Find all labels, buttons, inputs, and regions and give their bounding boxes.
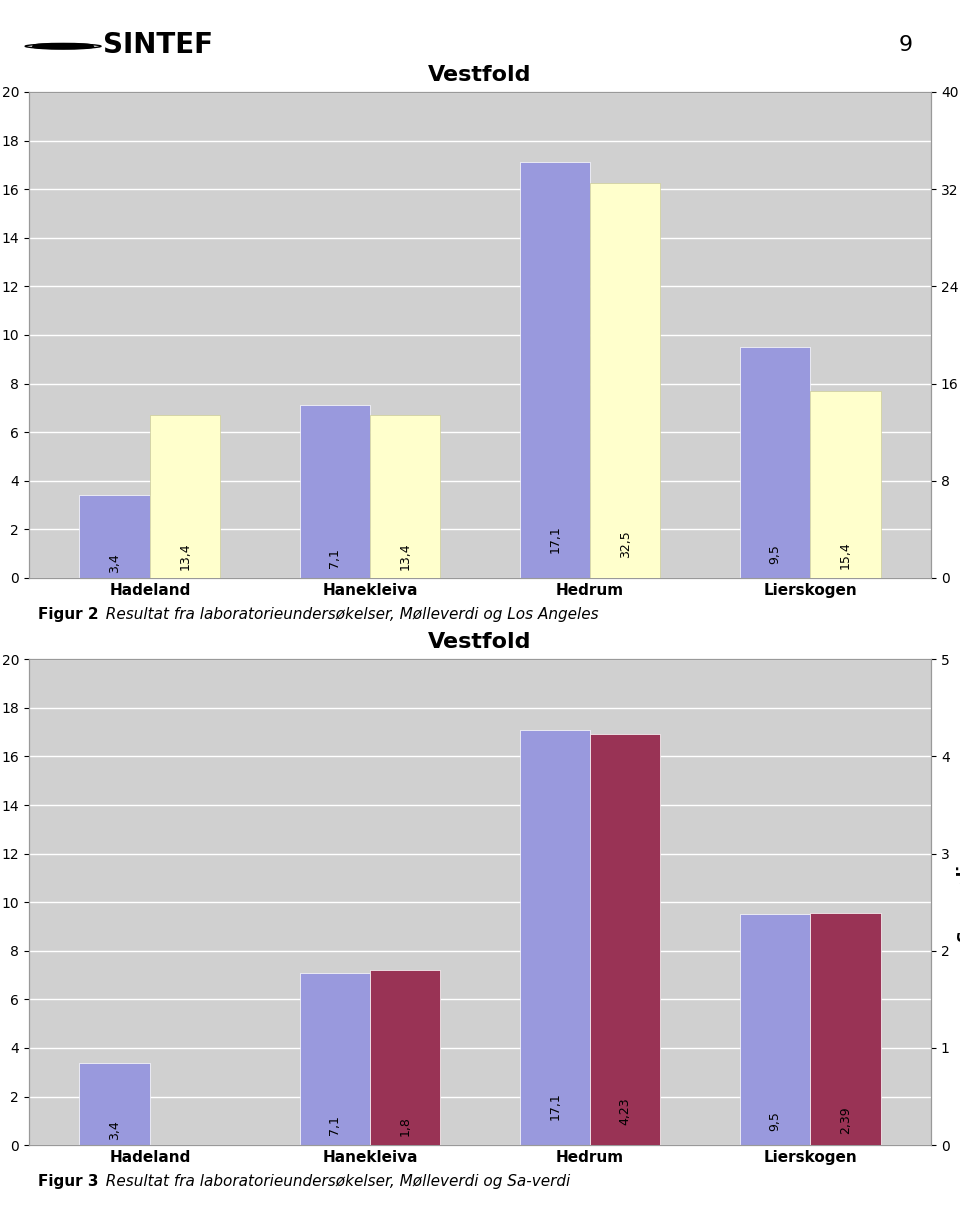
Text: 15,4: 15,4 <box>839 541 852 568</box>
Text: SINTEF: SINTEF <box>103 31 213 59</box>
Text: 3,4: 3,4 <box>108 1120 121 1140</box>
Bar <box>810 913 880 1145</box>
Bar <box>300 405 370 578</box>
Bar <box>590 183 660 578</box>
Text: 7,1: 7,1 <box>328 1115 341 1135</box>
Bar <box>740 914 810 1145</box>
Bar <box>740 347 810 578</box>
Bar <box>810 391 880 578</box>
Text: 17,1: 17,1 <box>548 1092 562 1120</box>
Text: Resultat fra laboratorieundersøkelser, Mølleverdi og Sa-verdi: Resultat fra laboratorieundersøkelser, M… <box>96 1174 571 1189</box>
Text: Resultat fra laboratorieundersøkelser, Mølleverdi og Los Angeles: Resultat fra laboratorieundersøkelser, M… <box>96 607 599 622</box>
Title: Vestfold: Vestfold <box>428 65 532 85</box>
Bar <box>80 1063 150 1145</box>
Text: 7,1: 7,1 <box>328 547 341 568</box>
Bar <box>519 162 590 578</box>
Text: 9,5: 9,5 <box>768 1112 781 1131</box>
Text: 9,5: 9,5 <box>768 544 781 564</box>
Bar <box>519 730 590 1145</box>
Text: 9: 9 <box>899 36 913 55</box>
Text: 2,39: 2,39 <box>839 1106 852 1134</box>
Bar <box>370 971 441 1145</box>
Text: 17,1: 17,1 <box>548 525 562 553</box>
Title: Vestfold: Vestfold <box>428 632 532 652</box>
Bar <box>300 973 370 1145</box>
Text: Figur 2: Figur 2 <box>37 607 99 622</box>
Text: Figur 3: Figur 3 <box>37 1174 98 1189</box>
Bar <box>150 415 220 578</box>
Text: 13,4: 13,4 <box>179 542 192 569</box>
Y-axis label: Sa-verdi: Sa-verdi <box>955 863 960 941</box>
Text: 13,4: 13,4 <box>398 542 412 569</box>
Bar <box>590 734 660 1145</box>
Text: 4,23: 4,23 <box>619 1097 632 1125</box>
Circle shape <box>47 44 80 47</box>
Bar <box>370 415 441 578</box>
Bar <box>80 496 150 578</box>
Text: 3,4: 3,4 <box>108 553 121 573</box>
Text: 32,5: 32,5 <box>619 530 632 558</box>
Text: 1,8: 1,8 <box>398 1117 412 1136</box>
